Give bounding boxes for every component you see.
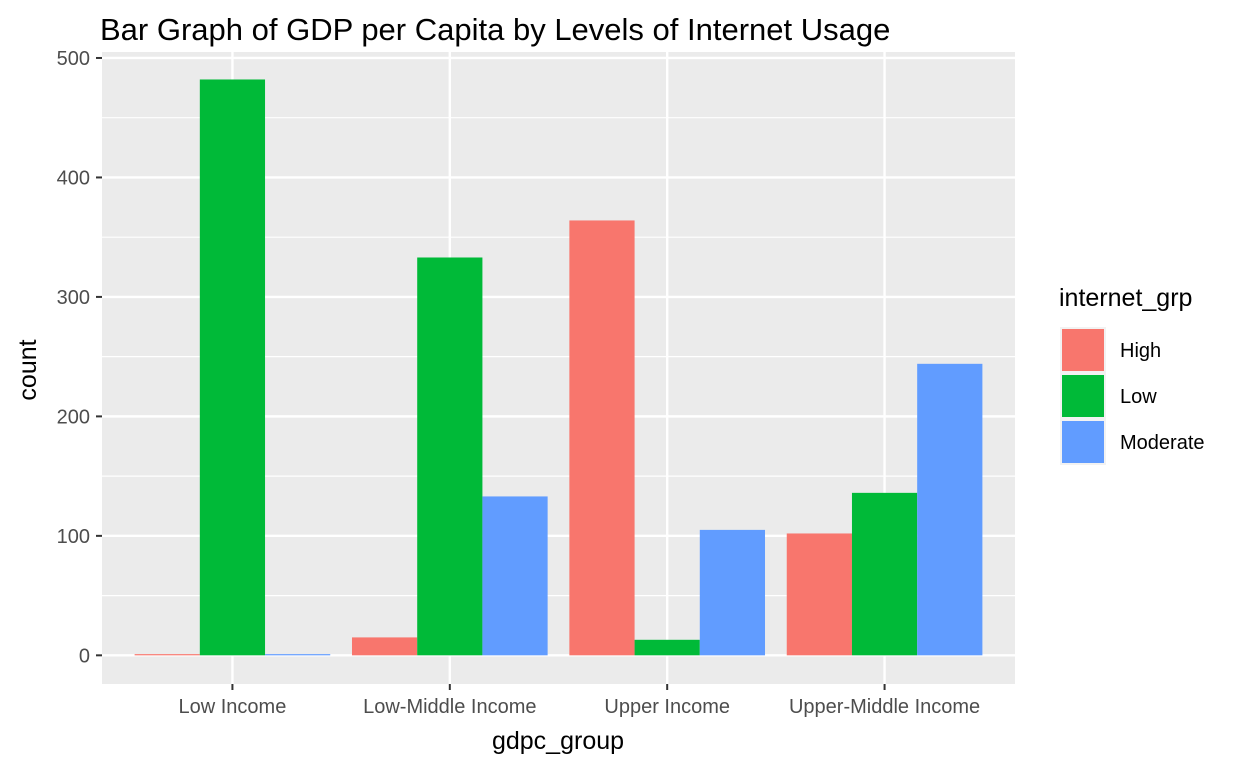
legend: internet_grp High Low Moderate	[1059, 284, 1205, 465]
legend-swatch-moderate	[1062, 421, 1104, 463]
bars	[134, 79, 983, 656]
legend-title: internet_grp	[1059, 284, 1192, 312]
y-tick-label: 300	[57, 287, 90, 309]
bar-moderate	[699, 529, 766, 656]
bar-moderate	[265, 654, 331, 656]
bar-moderate	[482, 496, 548, 656]
legend-swatch-low	[1062, 375, 1104, 417]
bar-moderate	[917, 363, 983, 656]
x-tick-label: Low Income	[179, 696, 287, 718]
y-axis: 0 100 200 300 400 500	[57, 48, 102, 667]
bar-high	[351, 637, 418, 656]
legend-label: Moderate	[1120, 432, 1205, 454]
bar-low	[199, 79, 266, 656]
x-tick-label: Upper Income	[604, 696, 730, 718]
y-tick-label: 400	[57, 167, 90, 189]
y-tick-label: 500	[57, 48, 90, 70]
bar-low	[417, 257, 483, 656]
legend-swatch-high	[1062, 329, 1104, 371]
legend-label: High	[1120, 340, 1161, 362]
x-axis: Low Income Low-Middle Income Upper Income U…	[179, 684, 980, 718]
bar-high	[569, 220, 635, 656]
y-axis-title: count	[14, 339, 42, 400]
x-axis-title: gdpc_group	[492, 727, 624, 755]
y-tick-label: 0	[79, 645, 90, 667]
chart-title: Bar Graph of GDP per Capita by Levels of…	[100, 12, 890, 47]
legend-label: Low	[1120, 386, 1157, 408]
bar-high	[134, 654, 200, 656]
y-tick-label: 100	[57, 526, 90, 548]
bar-low	[634, 639, 700, 656]
x-tick-label: Upper-Middle Income	[789, 696, 980, 718]
y-tick-label: 200	[57, 406, 90, 428]
bar-high	[786, 533, 852, 656]
bar-low	[851, 492, 918, 656]
x-tick-label: Low-Middle Income	[363, 696, 536, 718]
